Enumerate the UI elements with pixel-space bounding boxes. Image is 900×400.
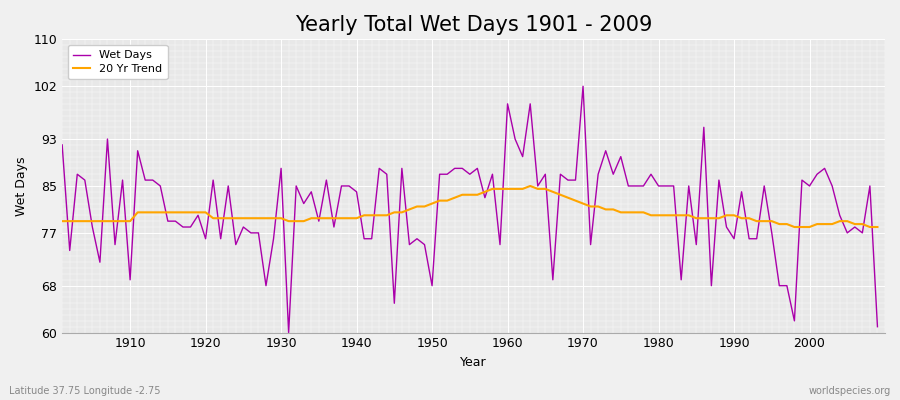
- Text: worldspecies.org: worldspecies.org: [809, 386, 891, 396]
- Wet Days: [608, 172, 618, 177]
- Text: Latitude 37.75 Longitude -2.75: Latitude 37.75 Longitude -2.75: [9, 386, 160, 396]
- Wet Days: [291, 184, 302, 188]
- 20 Yr Trend: [789, 225, 800, 230]
- Wet Days: [578, 84, 589, 89]
- Title: Yearly Total Wet Days 1901 - 2009: Yearly Total Wet Days 1901 - 2009: [295, 15, 652, 35]
- Wet Days: [336, 184, 346, 188]
- 20 Yr Trend: [872, 225, 883, 230]
- 20 Yr Trend: [600, 207, 611, 212]
- 20 Yr Trend: [502, 186, 513, 191]
- Y-axis label: Wet Days: Wet Days: [15, 156, 28, 216]
- 20 Yr Trend: [525, 184, 535, 188]
- Wet Days: [872, 324, 883, 329]
- Wet Days: [509, 137, 520, 142]
- 20 Yr Trend: [57, 219, 68, 224]
- Line: 20 Yr Trend: 20 Yr Trend: [62, 186, 878, 227]
- Wet Days: [57, 142, 68, 147]
- 20 Yr Trend: [284, 219, 294, 224]
- Wet Days: [117, 178, 128, 182]
- Line: Wet Days: Wet Days: [62, 86, 878, 332]
- 20 Yr Trend: [495, 186, 506, 191]
- Legend: Wet Days, 20 Yr Trend: Wet Days, 20 Yr Trend: [68, 45, 167, 79]
- 20 Yr Trend: [328, 216, 339, 221]
- Wet Days: [284, 330, 294, 335]
- Wet Days: [502, 102, 513, 106]
- 20 Yr Trend: [117, 219, 128, 224]
- X-axis label: Year: Year: [460, 356, 487, 369]
